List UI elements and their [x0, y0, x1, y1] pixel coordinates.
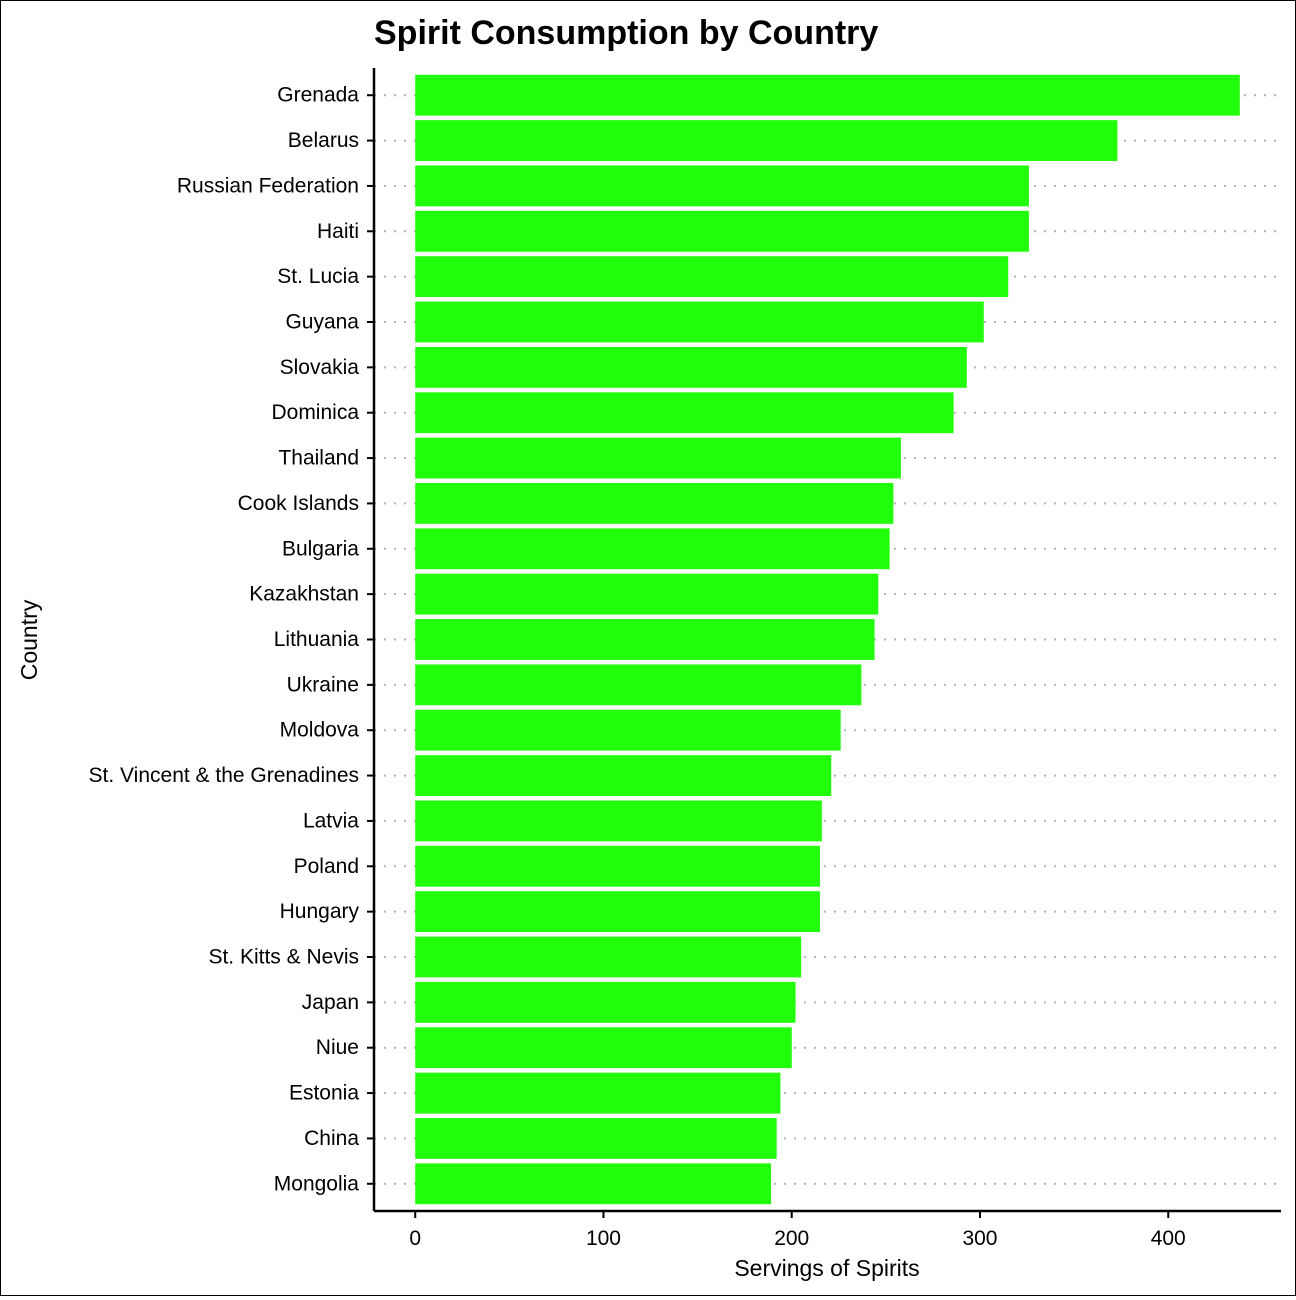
bar-ukraine	[415, 664, 862, 706]
bar-china	[415, 1118, 777, 1159]
y-tick-label: Belarus	[288, 129, 359, 152]
bar-latvia	[415, 800, 822, 842]
y-tick-label: Bulgaria	[282, 537, 359, 560]
bar-haiti	[415, 210, 1029, 252]
x-tick-label: 0	[409, 1227, 421, 1250]
y-tick-label: Russian Federation	[177, 174, 359, 197]
y-tick-label: China	[304, 1127, 359, 1150]
y-tick-label: Niue	[316, 1036, 359, 1059]
bars	[415, 74, 1240, 1205]
bar-grenada	[415, 74, 1240, 116]
x-axis: 0 100 200 300 400	[374, 1209, 1281, 1250]
y-tick-label: Grenada	[277, 84, 359, 107]
bar-bulgaria	[415, 528, 890, 570]
y-tick-label: Dominica	[271, 401, 359, 424]
y-tick-label: Mongolia	[274, 1172, 360, 1195]
bar-mongolia	[415, 1163, 772, 1205]
bar-guyana	[415, 301, 984, 343]
chart-title: Spirit Consumption by Country	[374, 14, 878, 52]
y-tick-label: Cook Islands	[238, 492, 359, 515]
y-axis-title: Country	[16, 599, 42, 680]
y-tick-label: St. Vincent & the Grenadines	[89, 764, 359, 787]
bar-hungary	[415, 891, 820, 933]
y-tick-label: Guyana	[285, 311, 359, 334]
y-axis: Grenada Belarus Russian Federation Haiti St.…	[89, 68, 376, 1211]
x-tick-label: 300	[962, 1227, 997, 1250]
bar-moldova	[415, 709, 841, 751]
y-tick-label: St. Kitts & Nevis	[208, 946, 359, 969]
bar-kazakhstan	[415, 573, 879, 615]
bar-niue	[415, 1027, 792, 1069]
y-tick-label: St. Lucia	[277, 265, 359, 288]
y-tick-label: Moldova	[280, 719, 360, 742]
bar-st-vincent-the-grenadines	[415, 755, 832, 796]
x-tick-label: 100	[586, 1227, 621, 1250]
bar-st-lucia	[415, 256, 1009, 298]
y-tick-label: Lithuania	[274, 628, 360, 651]
bar-lithuania	[415, 619, 875, 660]
bar-cook-islands	[415, 483, 894, 524]
y-tick-label: Thailand	[278, 447, 359, 470]
y-tick-label: Latvia	[303, 809, 359, 832]
bar-st-kitts-nevis	[415, 936, 802, 978]
bar-belarus	[415, 120, 1118, 161]
bar-slovakia	[415, 346, 967, 388]
y-tick-label: Estonia	[289, 1082, 359, 1105]
y-tick-label: Poland	[294, 855, 359, 878]
y-tick-label: Ukraine	[287, 673, 359, 696]
y-tick-label: Kazakhstan	[249, 583, 359, 606]
y-tick-label: Hungary	[280, 900, 360, 923]
x-tick-label: 400	[1151, 1227, 1186, 1250]
x-axis-title: Servings of Spirits	[734, 1255, 919, 1281]
x-tick-label: 200	[774, 1227, 809, 1250]
y-tick-label: Haiti	[317, 220, 359, 243]
bar-dominica	[415, 392, 954, 434]
bar-japan	[415, 981, 796, 1023]
y-tick-label: Japan	[302, 991, 359, 1014]
y-tick-label: Slovakia	[280, 356, 360, 379]
bar-estonia	[415, 1072, 781, 1114]
bar-thailand	[415, 437, 901, 479]
bar-poland	[415, 845, 820, 887]
bar-russian-federation	[415, 165, 1029, 207]
